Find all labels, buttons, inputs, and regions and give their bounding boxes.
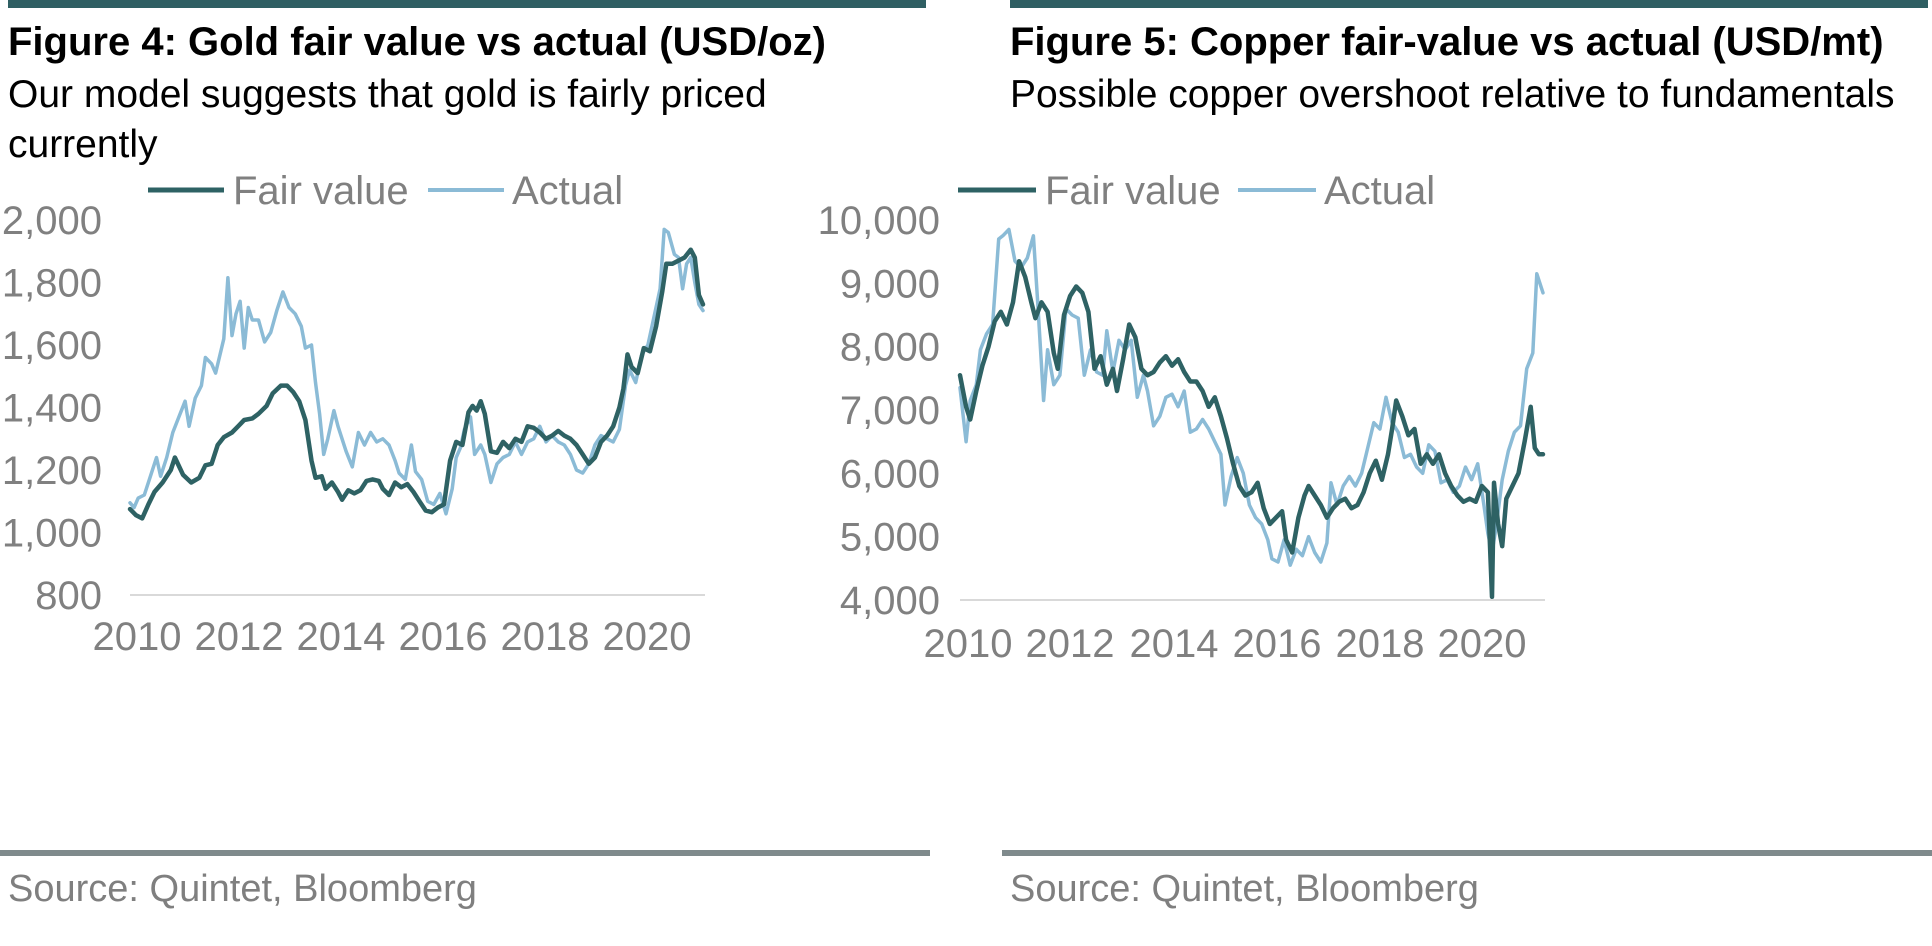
y-tick-label: 10,000 <box>818 199 940 243</box>
x-tick-label: 2012 <box>195 615 284 659</box>
source-note: Source: Quintet, Bloomberg <box>1010 868 1479 910</box>
series-line-fair-value <box>127 247 706 521</box>
legend-label: Actual <box>1324 169 1435 213</box>
y-tick-label: 4,000 <box>840 579 940 623</box>
x-tick-label: 2018 <box>501 615 590 659</box>
y-tick-label: 1,200 <box>2 449 102 493</box>
copper-chart: 4,000 5,000 6,000 7,000 8,000 9,000 10,000 2010… <box>818 169 1932 825</box>
gold-chart: 800 1,000 1,200 1,400 1,600 1,800 2,000 2010 201… <box>0 169 930 825</box>
figure-title: Figure 4: Gold fair value vs actual (USD… <box>8 20 826 64</box>
figure-subtitle: Our model suggests that gold is fairly p… <box>8 73 767 166</box>
x-tick-label: 2016 <box>399 615 488 659</box>
series-line-fair-value <box>957 258 1546 600</box>
y-tick-label: 800 <box>35 574 102 618</box>
copper-line-chart: 4,000 5,000 6,000 7,000 8,000 9,000 10,000 2010… <box>818 169 1546 666</box>
legend-label: Fair value <box>233 169 409 213</box>
top-rule <box>8 0 926 8</box>
figure-5-panel: Figure 5: Copper fair-value vs actual (U… <box>818 0 1932 946</box>
y-tick-label: 1,400 <box>2 387 102 431</box>
x-tick-label: 2020 <box>1438 622 1527 666</box>
top-rule <box>1010 0 1928 8</box>
y-tick-label: 1,000 <box>2 512 102 556</box>
x-tick-label: 2014 <box>1130 622 1219 666</box>
source-note: Source: Quintet, Bloomberg <box>8 868 477 910</box>
x-tick-label: 2018 <box>1336 622 1425 666</box>
y-tick-label: 6,000 <box>840 452 940 496</box>
bottom-rule <box>0 850 930 856</box>
y-tick-label: 1,800 <box>2 262 102 306</box>
y-tick-label: 7,000 <box>840 389 940 433</box>
series-line-actual <box>958 227 1545 567</box>
y-tick-label: 8,000 <box>840 326 940 370</box>
x-tick-label: 2016 <box>1233 622 1322 666</box>
bottom-rule <box>1002 850 1932 856</box>
x-tick-label: 2010 <box>93 615 182 659</box>
x-tick-label: 2012 <box>1026 622 1115 666</box>
gold-line-chart: 800 1,000 1,200 1,400 1,600 1,800 2,000 2010 201… <box>2 169 706 659</box>
legend-label: Actual <box>512 169 623 213</box>
y-tick-label: 2,000 <box>2 199 102 243</box>
figure-4-panel: Figure 4: Gold fair value vs actual (USD… <box>0 0 930 946</box>
x-tick-label: 2010 <box>924 622 1013 666</box>
y-tick-label: 5,000 <box>840 516 940 560</box>
y-tick-label: 1,600 <box>2 324 102 368</box>
figure-title: Figure 5: Copper fair-value vs actual (U… <box>1010 20 1884 64</box>
y-tick-label: 9,000 <box>840 262 940 306</box>
series-line-actual <box>128 227 705 516</box>
figure-subtitle: Possible copper overshoot relative to fu… <box>1010 73 1895 116</box>
x-tick-label: 2020 <box>603 615 692 659</box>
legend-label: Fair value <box>1045 169 1221 213</box>
x-tick-label: 2014 <box>297 615 386 659</box>
